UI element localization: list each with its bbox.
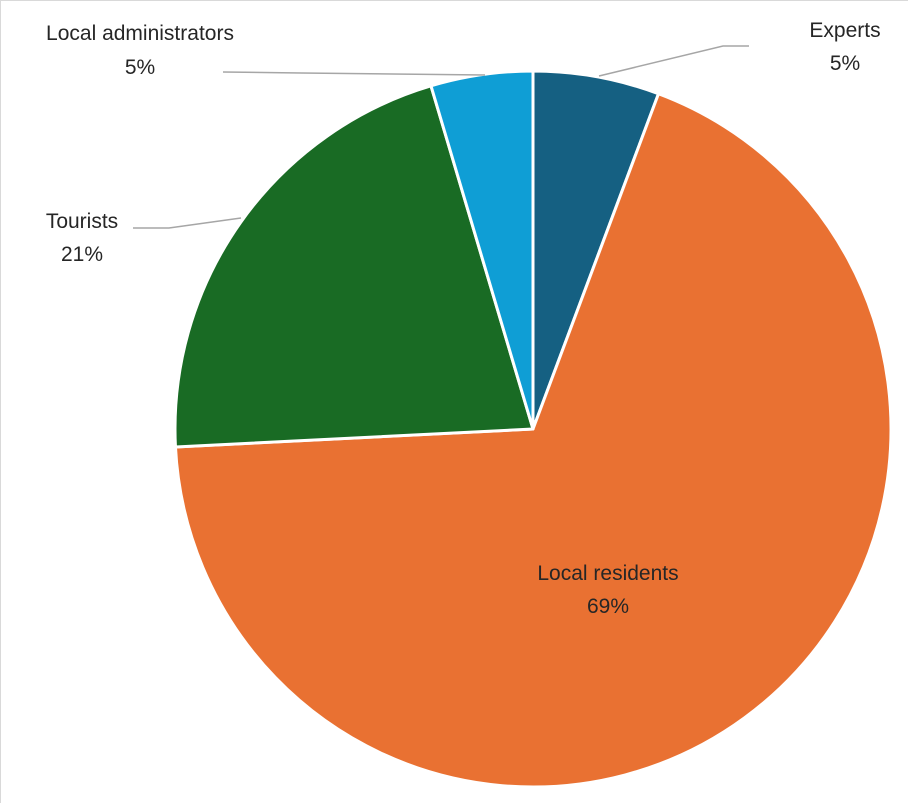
leader-line-experts [598, 45, 749, 77]
data-labels: Experts 5% Local residents 69% Tourists 21% Lo… [46, 19, 881, 618]
label-local-administrators: Local administrators [46, 22, 234, 45]
leader-lines [133, 45, 749, 229]
slice-experts [531, 69, 660, 431]
slice-local-residents [173, 92, 893, 789]
leader-line-tourists [133, 217, 242, 229]
label-local-residents: Local residents [537, 562, 678, 585]
leader-line-local-administrators [222, 71, 486, 76]
percent-local-residents: 69% [587, 595, 629, 618]
label-tourists: Tourists [46, 210, 118, 233]
percent-tourists: 21% [61, 243, 103, 266]
percent-experts: 5% [830, 52, 860, 75]
pie-slices [173, 69, 893, 789]
slice-tourists [173, 84, 535, 449]
percent-local-administrators: 5% [125, 56, 155, 79]
label-experts: Experts [809, 19, 880, 42]
